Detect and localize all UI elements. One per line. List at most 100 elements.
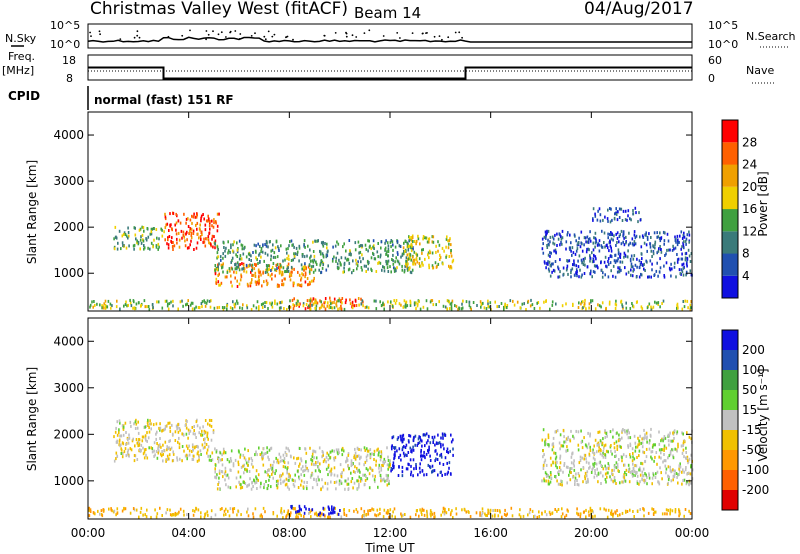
heatmap-cell bbox=[555, 464, 557, 468]
heatmap-cell bbox=[683, 514, 685, 518]
heatmap-cell bbox=[379, 255, 382, 259]
heatmap-cell bbox=[227, 251, 229, 255]
heatmap-cell bbox=[364, 448, 366, 452]
heatmap-cell bbox=[367, 468, 369, 472]
heatmap-cell bbox=[265, 239, 268, 243]
heatmap-cell bbox=[630, 254, 633, 258]
heatmap-cell bbox=[182, 304, 184, 308]
heatmap-cell bbox=[667, 433, 670, 437]
heatmap-cell bbox=[592, 515, 594, 519]
heatmap-cell bbox=[598, 461, 601, 465]
heatmap-cell bbox=[291, 504, 293, 508]
heatmap-cell bbox=[312, 302, 315, 306]
heatmap-cell bbox=[209, 305, 212, 309]
heatmap-cell bbox=[310, 254, 312, 258]
heatmap-cell bbox=[589, 237, 591, 241]
heatmap-cell bbox=[237, 247, 239, 250]
heatmap-cell bbox=[229, 486, 232, 490]
heatmap-cell bbox=[686, 260, 688, 264]
heatmap-cell bbox=[429, 512, 432, 516]
heatmap-cell bbox=[121, 241, 124, 245]
heatmap-cell bbox=[369, 452, 372, 456]
heatmap-cell bbox=[260, 303, 263, 307]
heatmap-cell bbox=[136, 458, 139, 461]
heatmap-cell bbox=[182, 509, 185, 513]
heatmap-cell bbox=[358, 468, 360, 472]
heatmap-cell bbox=[317, 513, 320, 517]
heatmap-cell bbox=[315, 479, 318, 483]
heatmap-cell bbox=[630, 218, 632, 222]
x-axis-ticks: 00:00 04:00 08:00 12:00 16:00 20:00 00:00 bbox=[71, 112, 709, 540]
heatmap-cell bbox=[652, 471, 654, 475]
heatmap-cell bbox=[625, 306, 628, 310]
heatmap-cell bbox=[566, 259, 568, 263]
heatmap-cell bbox=[288, 257, 290, 261]
heatmap-cell bbox=[661, 477, 663, 481]
heatmap-cell bbox=[258, 307, 260, 311]
heatmap-cell bbox=[623, 255, 625, 259]
heatmap-cell bbox=[304, 262, 306, 266]
heatmap-cell bbox=[448, 255, 451, 258]
heatmap-cell bbox=[410, 470, 413, 474]
heatmap-cell bbox=[479, 513, 481, 517]
heatmap-cell bbox=[513, 303, 516, 307]
heatmap-cell bbox=[648, 476, 651, 480]
heatmap-cell bbox=[428, 448, 430, 452]
heatmap-cell bbox=[298, 477, 301, 481]
heatmap-cell bbox=[596, 450, 598, 454]
heatmap-cell bbox=[611, 472, 613, 476]
heatmap-cell bbox=[573, 464, 575, 468]
heatmap-cell bbox=[555, 455, 558, 459]
heatmap-cell bbox=[134, 226, 136, 230]
heatmap-cell bbox=[284, 277, 286, 281]
heatmap-cell bbox=[308, 511, 310, 515]
heatmap-cell bbox=[367, 239, 369, 243]
heatmap-cell bbox=[363, 509, 366, 513]
heatmap-cell bbox=[254, 481, 256, 485]
heatmap-cell bbox=[599, 452, 602, 456]
heatmap-cell bbox=[170, 300, 172, 304]
heatmap-cell bbox=[225, 246, 227, 250]
heatmap-cell bbox=[215, 450, 218, 454]
heatmap-cell bbox=[564, 440, 567, 444]
heatmap-cell bbox=[209, 227, 211, 231]
heatmap-cell bbox=[232, 510, 234, 514]
colorbar-tick-label: -200 bbox=[742, 483, 769, 497]
heatmap-cell bbox=[621, 511, 624, 515]
heatmap-cell bbox=[611, 473, 614, 477]
heatmap-cell bbox=[340, 481, 343, 485]
heatmap-cell bbox=[421, 444, 423, 448]
heatmap-cell bbox=[676, 253, 678, 256]
heatmap-cell bbox=[541, 247, 544, 251]
heatmap-cell bbox=[292, 479, 295, 482]
heatmap-cell bbox=[682, 442, 685, 446]
heatmap-cell bbox=[403, 268, 406, 272]
heatmap-cell bbox=[323, 458, 326, 462]
heatmap-cell bbox=[577, 448, 580, 452]
heatmap-cell bbox=[285, 247, 288, 251]
heatmap-cell bbox=[217, 255, 219, 259]
colorbar-segment bbox=[722, 490, 738, 510]
heatmap-cell bbox=[244, 467, 246, 471]
colorbar-segment bbox=[722, 370, 738, 390]
heatmap-cell bbox=[554, 248, 557, 252]
heatmap-cell bbox=[426, 511, 428, 515]
heatmap-cell bbox=[187, 217, 189, 221]
heatmap-cell bbox=[179, 300, 182, 304]
heatmap-cell bbox=[347, 477, 349, 481]
heatmap-cell bbox=[322, 453, 324, 457]
heatmap-cell bbox=[250, 281, 253, 284]
heatmap-cell bbox=[236, 513, 238, 517]
heatmap-cell bbox=[461, 306, 464, 310]
heatmap-cell bbox=[577, 512, 580, 516]
noise-search-dot bbox=[399, 37, 401, 39]
heatmap-cell bbox=[632, 510, 634, 513]
heatmap-cell bbox=[660, 248, 662, 251]
heatmap-cell bbox=[687, 306, 689, 310]
heatmap-cell bbox=[207, 235, 210, 239]
heatmap-cell bbox=[668, 434, 671, 438]
heatmap-cell bbox=[340, 256, 343, 260]
heatmap-cell bbox=[658, 442, 661, 446]
heatmap-cell bbox=[609, 261, 612, 265]
heatmap-cell bbox=[253, 267, 256, 271]
